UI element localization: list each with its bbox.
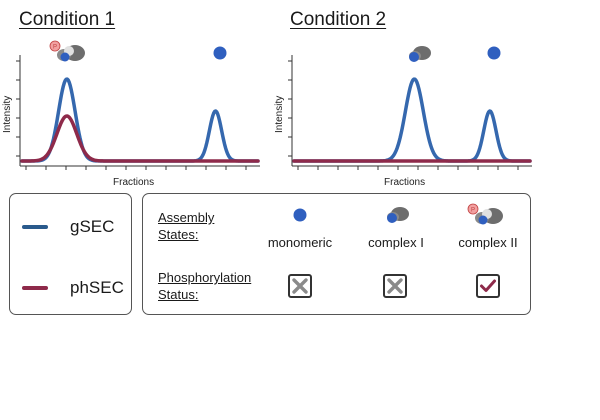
cross-checkbox-complex-i bbox=[383, 274, 407, 298]
key-box: Assembly States: Phosphorylation Status: P… bbox=[142, 193, 531, 315]
svg-text:P: P bbox=[471, 208, 475, 214]
legend-swatch-phsec bbox=[22, 286, 48, 290]
series-line-gsec bbox=[20, 77, 260, 163]
check-icon bbox=[480, 279, 496, 292]
legend-item-phsec: phSEC bbox=[22, 278, 124, 298]
assembly-states-heading: Assembly States: bbox=[158, 210, 215, 242]
cross-icon bbox=[292, 278, 308, 294]
cross-icon bbox=[387, 278, 403, 294]
state-label-complex-i: complex I bbox=[368, 235, 424, 250]
legend-item-gsec: gSEC bbox=[22, 217, 114, 237]
legend-box: gSEC phSEC bbox=[9, 193, 132, 315]
monomeric-icon bbox=[487, 46, 501, 60]
legend-swatch-gsec bbox=[22, 225, 48, 229]
legend-label-phsec: phSEC bbox=[70, 278, 124, 297]
series-line-phsec bbox=[20, 114, 260, 163]
complex-ii-icon: P bbox=[467, 203, 503, 225]
state-label-monomeric: monomeric bbox=[267, 235, 333, 250]
complex-i-icon bbox=[409, 46, 431, 62]
complex-ii-icon: P bbox=[49, 40, 85, 62]
legend-label-gsec: gSEC bbox=[70, 217, 115, 236]
cross-checkbox-monomeric bbox=[288, 274, 312, 298]
chart-condition-2 bbox=[288, 55, 532, 170]
state-label-complex-ii: complex II bbox=[458, 235, 518, 250]
monomeric-icon bbox=[293, 208, 307, 222]
chart-condition-1 bbox=[16, 55, 260, 170]
series-line-gsec bbox=[292, 77, 532, 163]
monomeric-icon bbox=[213, 46, 227, 60]
y-axis-label-condition-1: Intensity bbox=[2, 95, 13, 133]
phosphorylation-status-heading: Phosphorylation Status: bbox=[158, 270, 252, 302]
complex-i-icon bbox=[387, 207, 409, 223]
x-axis-label-condition-1: Fractions bbox=[113, 177, 155, 188]
panel-title-condition-2: Condition 2 bbox=[290, 9, 387, 30]
svg-text:P: P bbox=[53, 45, 57, 51]
x-axis-label-condition-2: Fractions bbox=[384, 177, 426, 188]
y-axis-label-condition-2: Intensity bbox=[274, 95, 285, 133]
check-checkbox-complex-ii bbox=[476, 274, 500, 298]
panel-title-condition-1: Condition 1 bbox=[19, 9, 116, 30]
